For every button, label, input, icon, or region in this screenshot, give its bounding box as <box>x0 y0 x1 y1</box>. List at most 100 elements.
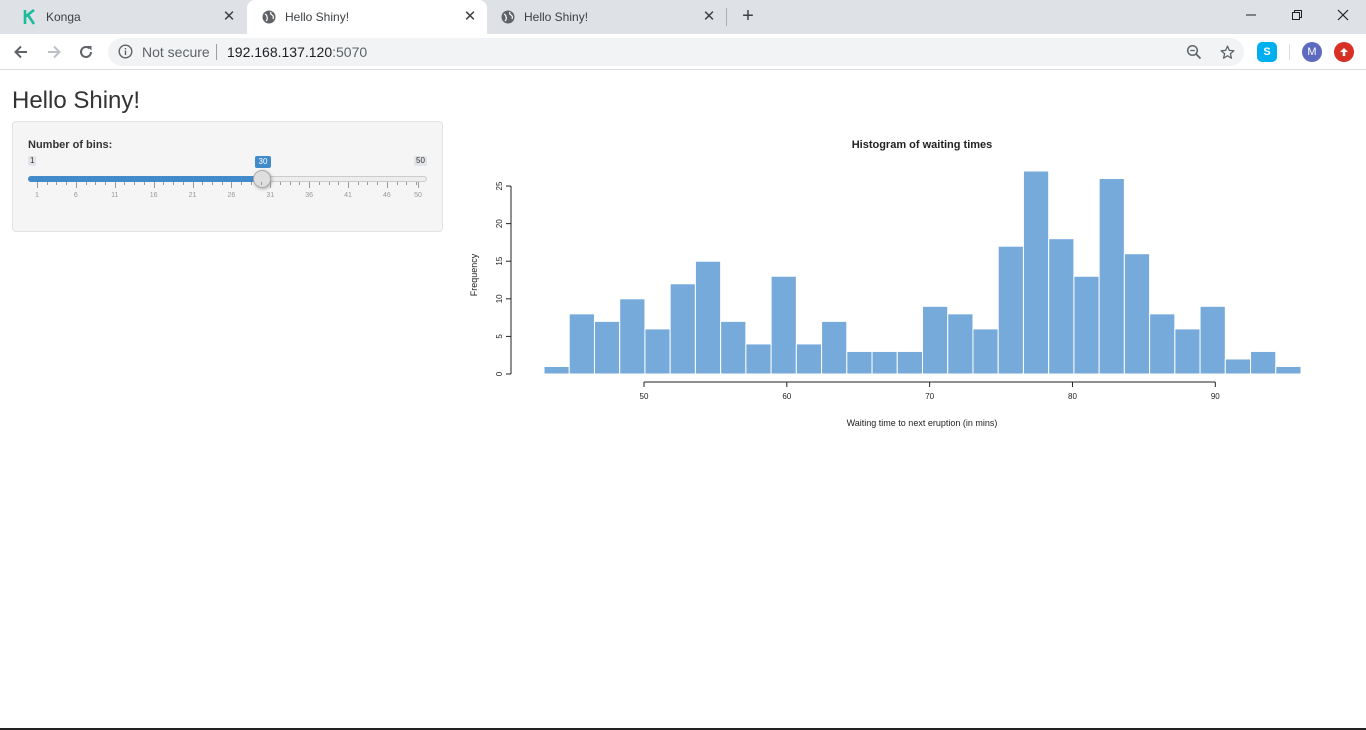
bookmark-star-icon[interactable] <box>1218 43 1236 61</box>
slider-grid-label: 36 <box>305 192 314 199</box>
reload-icon[interactable] <box>74 40 98 64</box>
screen-bottom-edge <box>0 728 1366 730</box>
address-bar[interactable]: Not secure 192.168.137.120:5070 <box>108 38 1244 66</box>
slider-grid-tick-minor <box>56 182 58 185</box>
close-icon[interactable]: ✕ <box>222 8 236 25</box>
new-tab-plus-icon[interactable]: + <box>742 5 754 27</box>
restore-icon[interactable] <box>1274 0 1320 30</box>
tab-label: Hello Shiny! <box>524 10 589 24</box>
histogram-bar <box>669 283 696 375</box>
close-window-icon[interactable] <box>1320 0 1366 30</box>
histogram-bar <box>871 350 898 375</box>
slider-grid-label: 41 <box>344 192 352 199</box>
slider-grid-tick-minor <box>221 182 223 185</box>
slider-label: Number of bins: <box>28 139 113 151</box>
slider-grid-tick-minor <box>299 182 301 185</box>
slider-value-label: 30 <box>255 156 271 168</box>
histogram-bar <box>1250 350 1277 375</box>
slider-grid-tick <box>418 182 419 188</box>
slider-grid-tick-minor <box>134 182 136 185</box>
slider-grid-tick <box>37 182 38 188</box>
security-label[interactable]: Not secure <box>142 44 210 60</box>
slider-grid-tick <box>231 182 233 188</box>
histogram-bar <box>795 343 823 375</box>
slider-grid-label: 31 <box>266 192 275 199</box>
slider-grid-tick-minor <box>95 182 97 185</box>
tab-label: Hello Shiny! <box>285 10 350 24</box>
close-icon[interactable]: ✕ <box>702 8 716 25</box>
histogram-bar <box>593 320 621 375</box>
back-arrow-icon[interactable] <box>9 40 33 64</box>
histogram-plot: Histogram of waiting times 50 60 70 80 90 0 5… <box>469 139 1302 428</box>
info-icon[interactable] <box>118 44 133 62</box>
forward-arrow-icon[interactable] <box>42 40 66 64</box>
slider-grid-tick-minor <box>250 182 252 185</box>
slider-handle[interactable] <box>253 170 271 188</box>
minimize-icon[interactable] <box>1228 0 1274 30</box>
tab-label: Konga <box>46 10 81 24</box>
slider-grid-tick-minor <box>241 182 243 185</box>
update-arrow-icon[interactable] <box>1334 42 1354 62</box>
slider-grid-tick <box>192 182 194 188</box>
histogram-bar <box>1022 170 1050 375</box>
y-tick-label: 10 <box>495 294 504 303</box>
histogram-bar <box>997 245 1024 375</box>
slider-min-label: 1 <box>28 156 37 166</box>
y-tick-label: 20 <box>495 219 504 228</box>
histogram-bar <box>720 320 747 375</box>
slider-grid-tick <box>386 182 388 188</box>
tab-strip: Konga ✕ Hello Shiny! ✕ Hello Shiny! ✕ + <box>0 0 1366 34</box>
x-tick-label: 80 <box>1068 392 1077 401</box>
slider-grid-tick-minor <box>202 182 204 185</box>
slider-grid-tick-minor <box>46 182 48 185</box>
slider-grid-tick-minor <box>406 182 408 185</box>
histogram-bar <box>745 343 772 375</box>
y-axis-label: Frequency <box>469 253 479 296</box>
slider-grid-tick <box>114 182 116 188</box>
histogram-bar <box>1073 275 1100 375</box>
slider-grid-tick <box>153 182 155 188</box>
tab-hello-shiny-active[interactable]: Hello Shiny! ✕ <box>247 0 487 34</box>
tab-hello-shiny[interactable]: Hello Shiny! ✕ <box>486 0 726 34</box>
url-host: 192.168.137.120 <box>227 44 333 60</box>
slider-grid-tick-minor <box>211 182 213 185</box>
slider-grid-tick-minor <box>396 182 398 185</box>
slider-grid-tick-minor <box>105 182 107 185</box>
omnibox-divider <box>216 44 217 60</box>
close-icon[interactable]: ✕ <box>463 8 477 25</box>
slider-bar[interactable] <box>28 176 262 182</box>
histogram-bar <box>1123 253 1151 375</box>
profile-avatar[interactable]: M <box>1302 42 1322 62</box>
histogram-bar <box>1199 305 1226 375</box>
slider-max-label: 50 <box>414 156 427 166</box>
histogram-bar <box>1275 365 1302 375</box>
skype-extension-icon[interactable]: S <box>1257 42 1277 62</box>
histogram-bar <box>770 275 797 375</box>
slider-grid-tick-minor <box>260 182 262 185</box>
histogram-bar <box>619 298 646 375</box>
slider-grid-tick-minor <box>279 182 281 185</box>
slider-grid-label: 11 <box>111 192 119 199</box>
url-text[interactable]: 192.168.137.120:5070 <box>227 44 367 60</box>
toolbar-divider <box>1289 44 1290 60</box>
slider-grid-tick-minor <box>377 182 379 185</box>
tab-konga[interactable]: Konga ✕ <box>8 0 246 34</box>
slider-grid-tick-minor <box>124 182 126 185</box>
slider-grid-label: 16 <box>149 192 158 199</box>
histogram-bar <box>1174 328 1201 375</box>
y-tick-label: 25 <box>495 181 504 190</box>
slider-grid-tick-minor <box>173 182 175 185</box>
slider-grid-label: 50 <box>414 192 422 199</box>
histogram-bar <box>821 320 848 375</box>
x-axis: 50 60 70 80 90 <box>640 381 1220 401</box>
histogram-bar <box>1224 358 1252 375</box>
slider-grid-tick-minor <box>66 182 68 185</box>
sidebar-panel: Number of bins: 1 50 30 1 6 11 16 21 26 31 36 41… <box>12 121 443 232</box>
slider-grid-label: 1 <box>35 192 39 199</box>
histogram-bars <box>543 170 1302 375</box>
zoom-icon[interactable] <box>1185 43 1203 61</box>
browser-toolbar: Not secure 192.168.137.120:5070 S M <box>0 34 1366 70</box>
histogram-bar <box>1149 313 1176 375</box>
y-axis: 0 5 10 15 20 25 <box>495 181 512 376</box>
